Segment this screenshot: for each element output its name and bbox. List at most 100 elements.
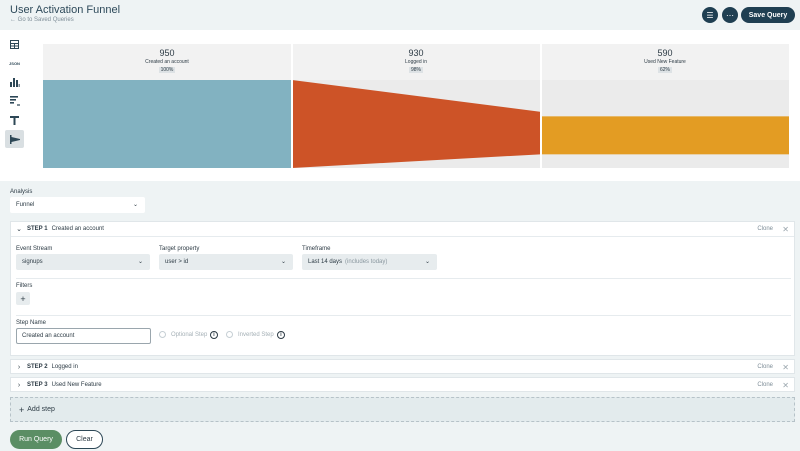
- target-property-label: Target property: [159, 246, 200, 252]
- step-name-label: Step Name: [16, 320, 47, 326]
- add-step-button[interactable]: + Add step: [10, 397, 795, 422]
- settings-button[interactable]: ☰: [702, 7, 718, 23]
- funnel-bar-step-3: [541, 116, 789, 155]
- funnel-step-2-label: 930 Logged in 98%: [292, 48, 540, 73]
- sliders-icon: ☰: [706, 10, 714, 20]
- chevron-right-icon[interactable]: ›: [17, 381, 21, 389]
- timeframe-note: (includes today): [345, 259, 388, 265]
- inverted-step-checkbox[interactable]: Inverted Step: [226, 331, 274, 338]
- filters-label: Filters: [16, 283, 33, 289]
- plus-icon: +: [19, 404, 25, 415]
- funnel-column-separator: [291, 44, 293, 168]
- funnel-column-header-bg: [541, 44, 789, 80]
- clear-button[interactable]: Clear: [66, 430, 103, 449]
- funnel-bar-step-2: [292, 80, 540, 168]
- target-property-value: user > id: [165, 259, 189, 265]
- funnel-chart-icon: [9, 134, 20, 144]
- checkbox-icon: [159, 331, 166, 338]
- more-options-button[interactable]: ⋯: [722, 7, 738, 23]
- divider: [16, 315, 791, 316]
- funnel-chart: [43, 44, 789, 168]
- step-1-body: Event Stream signups ⌄ Target property u…: [11, 236, 794, 356]
- plus-icon: +: [20, 293, 26, 304]
- step-3-clone-button[interactable]: Clone: [757, 382, 773, 388]
- back-to-saved-queries-link[interactable]: ← Go to Saved Queries: [10, 17, 74, 23]
- bar-chart-icon: [9, 78, 20, 87]
- json-icon: JSON: [9, 60, 20, 66]
- horizontal-bar-icon: [9, 96, 20, 106]
- checkbox-icon: [226, 331, 233, 338]
- funnel-step-1-name: Created an account: [145, 59, 189, 65]
- visualization-panel: JSON 950 Created an account 100% 930 Log…: [0, 30, 800, 181]
- step-2-card: › STEP 2 Logged in Clone ✕: [10, 359, 795, 374]
- bar-chart-view-button[interactable]: [5, 73, 24, 91]
- close-icon[interactable]: ✕: [782, 362, 789, 372]
- chevron-down-icon: ⌄: [424, 259, 430, 265]
- visualization-toolbar: JSON: [5, 35, 24, 149]
- step-2-clone-button[interactable]: Clone: [757, 364, 773, 370]
- metric-view-button[interactable]: [5, 111, 24, 129]
- analysis-select[interactable]: Funnel ⌄: [10, 197, 145, 213]
- page-title: User Activation Funnel: [10, 4, 121, 16]
- divider: [16, 278, 791, 279]
- add-step-label: Add step: [27, 406, 55, 413]
- chevron-down-icon: ⌄: [280, 259, 286, 265]
- funnel-bar-step-1: [43, 80, 291, 168]
- analysis-value: Funnel: [16, 202, 35, 208]
- step-1-number: STEP 1: [27, 226, 48, 232]
- timeframe-select[interactable]: Last 14 days (includes today) ⌄: [302, 254, 437, 270]
- step-1-card: ⌄ STEP 1 Created an account Clone ✕ Even…: [10, 221, 795, 356]
- event-stream-label: Event Stream: [16, 246, 53, 252]
- funnel-step-2-name: Logged in: [405, 59, 427, 65]
- analysis-label: Analysis: [10, 189, 33, 195]
- funnel-step-2-percent: 98%: [408, 67, 423, 73]
- info-icon[interactable]: i: [277, 331, 285, 339]
- run-query-button[interactable]: Run Query: [10, 430, 62, 449]
- add-filter-button[interactable]: +: [16, 292, 30, 305]
- funnel-step-3-label: 590 Used New Feature 62%: [541, 48, 789, 73]
- funnel-column-header-bg: [292, 44, 540, 80]
- optional-step-label: Optional Step: [171, 331, 208, 338]
- funnel-step-1-label: 950 Created an account 100%: [43, 48, 291, 73]
- step-3-header[interactable]: › STEP 3 Used New Feature Clone ✕: [11, 378, 794, 392]
- optional-step-checkbox[interactable]: Optional Step: [159, 331, 207, 338]
- step-3-card: › STEP 3 Used New Feature Clone ✕: [10, 377, 795, 392]
- step-1-clone-button[interactable]: Clone: [757, 226, 773, 232]
- step-2-header[interactable]: › STEP 2 Logged in Clone ✕: [11, 360, 794, 374]
- close-icon[interactable]: ✕: [782, 380, 789, 390]
- target-property-select[interactable]: user > id ⌄: [159, 254, 293, 270]
- funnel-step-1-count: 950: [159, 48, 175, 58]
- table-view-button[interactable]: [5, 35, 24, 53]
- step-2-number: STEP 2: [27, 364, 48, 370]
- chevron-right-icon[interactable]: ›: [17, 363, 21, 371]
- funnel-step-3-count: 590: [657, 48, 673, 58]
- step-1-header[interactable]: ⌄ STEP 1 Created an account Clone ✕: [11, 222, 794, 236]
- funnel-step-3-percent: 62%: [657, 67, 672, 73]
- funnel-step-2-count: 930: [408, 48, 424, 58]
- funnel-step-1-percent: 100%: [158, 67, 176, 73]
- step-1-title: Created an account: [51, 226, 104, 232]
- chevron-down-icon: ⌄: [132, 202, 138, 208]
- step-name-input[interactable]: Created an account: [16, 328, 151, 344]
- close-icon[interactable]: ✕: [782, 224, 789, 234]
- chevron-down-icon[interactable]: ⌄: [16, 226, 22, 233]
- save-query-button[interactable]: Save Query: [741, 7, 795, 23]
- step-3-number: STEP 3: [27, 382, 48, 388]
- timeframe-label: Timeframe: [302, 246, 331, 252]
- info-icon[interactable]: i: [210, 331, 218, 339]
- inverted-step-label: Inverted Step: [238, 331, 274, 338]
- funnel-icon: [10, 115, 19, 125]
- event-stream-select[interactable]: signups ⌄: [16, 254, 150, 270]
- funnel-column-separator: [540, 44, 542, 168]
- chevron-down-icon: ⌄: [137, 259, 143, 265]
- more-icon: ⋯: [726, 10, 734, 20]
- json-view-button[interactable]: JSON: [5, 54, 24, 72]
- funnel-step-3-name: Used New Feature: [644, 59, 686, 65]
- funnel-column-header-bg: [43, 44, 291, 80]
- event-stream-value: signups: [22, 259, 43, 265]
- table-icon: [10, 39, 19, 49]
- funnel-view-button[interactable]: [5, 130, 24, 148]
- horizontal-bar-view-button[interactable]: [5, 92, 24, 110]
- timeframe-value: Last 14 days: [308, 259, 343, 265]
- step-2-title: Logged in: [51, 364, 78, 370]
